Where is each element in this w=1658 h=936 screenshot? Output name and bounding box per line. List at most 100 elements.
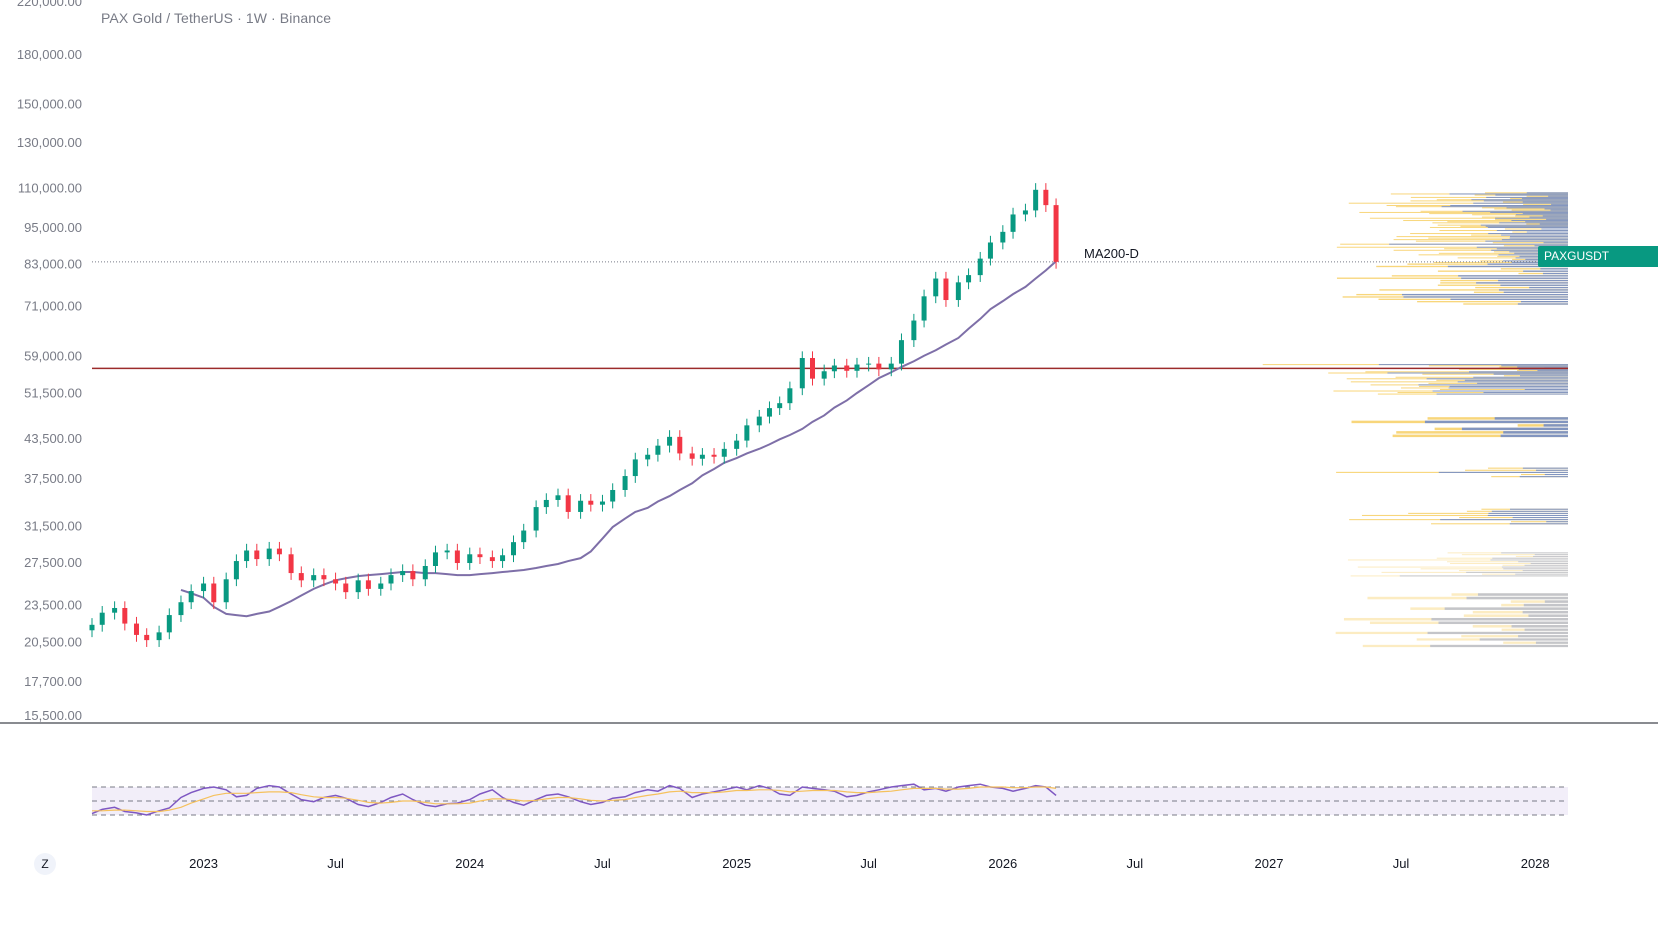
volume-profile-bar (1483, 200, 1568, 202)
volume-profile-bar (1403, 296, 1568, 298)
candle-body (854, 364, 860, 371)
candle-body (777, 403, 783, 409)
volume-profile-bar (1502, 260, 1568, 262)
volume-profile-bar (1487, 514, 1568, 517)
volume-profile-bar (1518, 368, 1568, 370)
price-tick-label: 31,500.00 (24, 518, 82, 533)
volume-profile-bar (1537, 370, 1568, 372)
candle-body (233, 561, 239, 580)
volume-profile-bar (1490, 559, 1568, 561)
candle-body (432, 552, 438, 566)
volume-profile-bar (1429, 213, 1568, 215)
candle-body (311, 575, 317, 581)
volume-profile-bar (1519, 375, 1568, 377)
volume-profile-bar (1500, 284, 1568, 286)
candle-body (578, 500, 584, 512)
volume-profile-bar (1447, 265, 1568, 268)
candle-body (99, 612, 105, 625)
volume-profile-bar (1517, 366, 1568, 368)
candle-body (422, 565, 428, 580)
volume-profile-bar (1430, 644, 1568, 648)
volume-profile-bar (1447, 221, 1568, 223)
volume-profile-bar (1542, 215, 1568, 217)
ma200d-line (180, 260, 1057, 618)
volume-profile-bar (1529, 216, 1568, 218)
volume-profile-bar (1491, 510, 1568, 512)
volume-profile-bar (1522, 570, 1568, 572)
price-tick-label: 43,500.00 (24, 431, 82, 446)
candle-body (689, 453, 695, 459)
price-tick-label: 150,000.00 (17, 97, 82, 112)
rsi-ma-line (92, 786, 1057, 813)
candle-body (511, 542, 517, 556)
volume-profile-bar (1543, 242, 1568, 244)
volume-profile-bar (1501, 566, 1568, 568)
volume-profile-bar (1544, 600, 1568, 603)
volume-profile-bar (1392, 434, 1568, 438)
time-tick-label: 2026 (988, 856, 1017, 871)
price-tick-label: 95,000.00 (24, 220, 82, 235)
candle-body (543, 499, 549, 508)
volume-profile-bar (1417, 300, 1568, 303)
volume-profile-bar (1461, 554, 1568, 556)
candle-body (410, 571, 416, 580)
rsi-lines (91, 783, 1057, 816)
volume-profile-bar (1539, 223, 1568, 225)
candle-body (521, 530, 527, 543)
candle-body (622, 476, 628, 490)
candle-body (288, 554, 294, 574)
time-tick-label: Jul (1127, 856, 1144, 871)
price-tick-label: 220,000.00 (17, 0, 82, 9)
candle-body (599, 501, 605, 505)
time-tick-label: Jul (327, 856, 344, 871)
volume-profile-bar (1483, 392, 1568, 394)
candle-body (1033, 189, 1039, 211)
candle-body (588, 500, 594, 505)
volume-profile-bar (1515, 573, 1568, 575)
volume-profile-bar (1367, 596, 1568, 600)
candle-body (467, 554, 473, 564)
candle-body (122, 607, 128, 624)
volume-profile-bar (1447, 552, 1568, 554)
volume-profile-bar (1515, 555, 1568, 557)
volume-profile-bar (1464, 379, 1568, 381)
volume-profile-bar (1438, 471, 1568, 473)
volume-profile-bar (1546, 521, 1568, 523)
volume-profile-bar (1393, 239, 1568, 241)
price-tick-label: 37,500.00 (24, 471, 82, 486)
volume-profile-bar (1438, 252, 1568, 254)
volume-profile-bar (1477, 593, 1568, 596)
candle-body (977, 258, 983, 276)
volume-profile-bar (1465, 469, 1568, 471)
price-tick-label: 71,000.00 (24, 299, 82, 314)
candle-body (500, 555, 506, 562)
price-axis[interactable]: 220,000.00 180,000.00 150,000.00 130,000.00… (17, 0, 82, 723)
volume-profile-bar (1379, 289, 1568, 291)
volume-profile-bar (1522, 213, 1568, 215)
volume-profile-bar (1426, 378, 1568, 380)
candle-body (645, 454, 651, 460)
volume-profile-bar (1482, 573, 1568, 575)
candle-body (211, 583, 217, 603)
candle-body (555, 495, 561, 500)
candle-body (133, 623, 139, 635)
volume-profile-bar (1511, 220, 1568, 222)
candle-body (921, 296, 927, 321)
volume-profile-bar (1416, 638, 1568, 641)
volume-profile-bar (1381, 571, 1568, 573)
volume-profile-bar (1495, 218, 1568, 220)
candle-body (966, 275, 972, 283)
volume-profile-bar (1466, 571, 1568, 573)
volume-profile-bar (1550, 209, 1568, 211)
volume-profile-bar (1520, 300, 1568, 303)
volume-profile-bar (1512, 517, 1568, 519)
volume-profile-bar (1487, 226, 1568, 228)
candle-body (809, 358, 815, 379)
volume-profile-bar (1526, 192, 1568, 194)
candle-body (400, 571, 406, 576)
zoom-button[interactable]: Z (34, 853, 56, 875)
time-axis[interactable]: 2023 Jul 2024 Jul 2025 Jul 2026 Jul 2027 Jul 2028 (189, 856, 1550, 871)
candle-body (188, 591, 194, 603)
volume-profile-bar (1458, 275, 1568, 277)
